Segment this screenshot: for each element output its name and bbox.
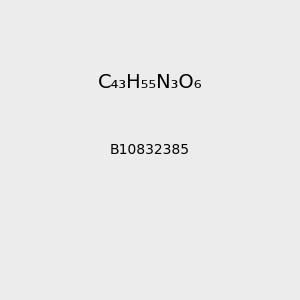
Text: B10832385: B10832385 (110, 143, 190, 157)
Text: C₄₃H₅₅N₃O₆: C₄₃H₅₅N₃O₆ (98, 73, 202, 92)
